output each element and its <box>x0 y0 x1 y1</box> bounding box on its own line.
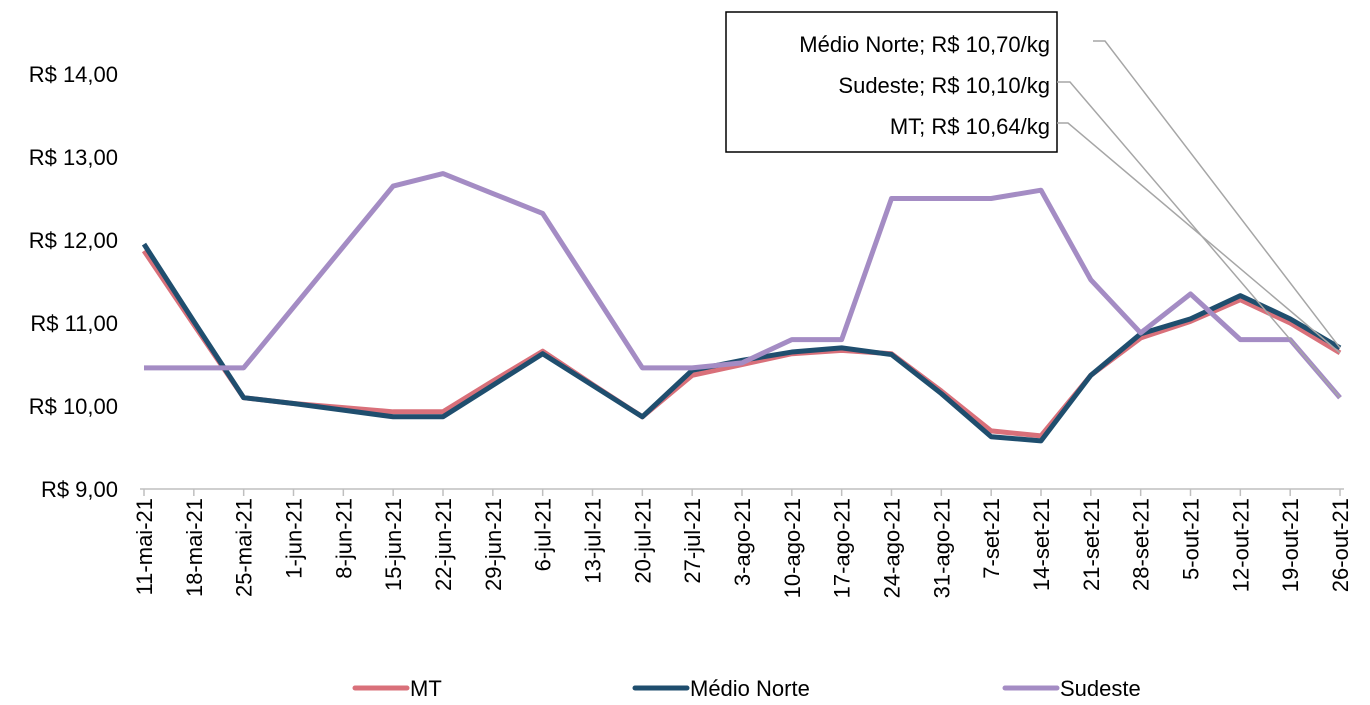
y-tick-label: R$ 9,00 <box>41 477 118 502</box>
y-tick-label: R$ 14,00 <box>29 62 118 87</box>
x-tick-label: 29-jun-21 <box>481 498 506 591</box>
x-tick-label: 22-jun-21 <box>431 498 456 591</box>
x-tick-label: 7-set-21 <box>979 498 1004 579</box>
x-tick-label: 27-jul-21 <box>680 498 705 584</box>
annotation-box <box>725 11 1058 153</box>
leader-line <box>1057 81 1341 399</box>
legend-label: MT <box>410 676 442 700</box>
x-tick-label: 8-jun-21 <box>331 498 356 579</box>
leader-line <box>1057 122 1341 354</box>
y-tick-label: R$ 12,00 <box>29 228 118 253</box>
x-tick-label: 28-set-21 <box>1129 498 1154 591</box>
x-tick-label: 15-jun-21 <box>381 498 406 591</box>
leader-line <box>1093 40 1341 349</box>
y-tick-label: R$ 13,00 <box>29 145 118 170</box>
x-tick-label: 20-jul-21 <box>630 498 655 584</box>
x-tick-label: 6-jul-21 <box>531 498 556 571</box>
annotation-text: MT; R$ 10,64/kg <box>890 114 1050 139</box>
x-tick-label: 26-out-21 <box>1328 498 1353 592</box>
x-tick-label: 21-set-21 <box>1079 498 1104 591</box>
x-tick-label: 10-ago-21 <box>780 498 805 598</box>
annotation-text: Médio Norte; R$ 10,70/kg <box>799 32 1050 57</box>
x-tick-label: 14-set-21 <box>1029 498 1054 591</box>
y-tick-label: R$ 11,00 <box>30 311 118 336</box>
legend-label: Médio Norte <box>690 676 810 700</box>
legend-label: Sudeste <box>1060 676 1141 700</box>
x-tick-label: 11-mai-21 <box>132 498 157 595</box>
x-tick-label: 19-out-21 <box>1278 498 1303 592</box>
x-tick-label: 18-mai-21 <box>182 498 207 597</box>
x-tick-label: 25-mai-21 <box>232 498 257 597</box>
x-tick-label: 13-jul-21 <box>581 498 606 584</box>
series-line <box>144 171 1342 400</box>
x-tick-label: 17-ago-21 <box>830 498 855 598</box>
x-tick-label: 31-ago-21 <box>929 498 954 598</box>
x-tick-label: 5-out-21 <box>1179 498 1204 580</box>
annotation-text: Sudeste; R$ 10,10/kg <box>838 73 1050 98</box>
x-tick-label: 24-ago-21 <box>880 498 905 598</box>
x-tick-label: 12-out-21 <box>1228 498 1253 592</box>
x-tick-label: 1-jun-21 <box>282 498 307 579</box>
x-tick-label: 3-ago-21 <box>730 498 755 586</box>
y-tick-label: R$ 10,00 <box>29 394 118 419</box>
